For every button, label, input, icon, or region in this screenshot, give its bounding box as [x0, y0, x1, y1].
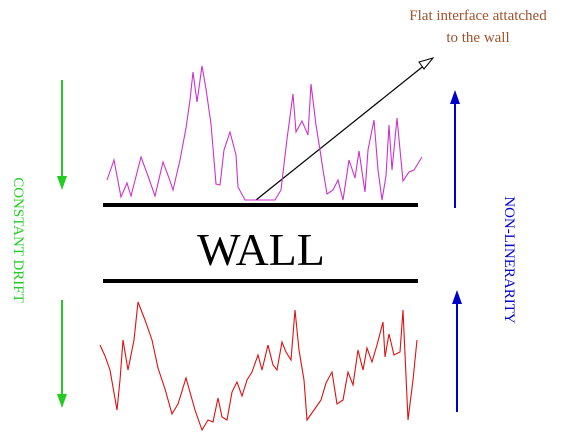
annotation-pointer-arrow [255, 57, 435, 201]
nonlinearity-label: NON-LINERARITY [501, 196, 517, 324]
constant-drift-label: CONSTANT DRIFT [10, 177, 26, 303]
drift-arrow-lower [57, 300, 67, 408]
lower-interface-line [99, 301, 418, 432]
upper-interface-line [106, 65, 423, 201]
drift-arrow-upper [57, 80, 67, 190]
nonlinearity-arrow-lower [452, 290, 462, 412]
wall-label: WALL [197, 224, 325, 275]
annotation-line-1: Flat interface attatched [409, 8, 547, 24]
nonlinearity-arrow-upper [450, 90, 460, 208]
annotation-line-2: to the wall [446, 30, 509, 46]
